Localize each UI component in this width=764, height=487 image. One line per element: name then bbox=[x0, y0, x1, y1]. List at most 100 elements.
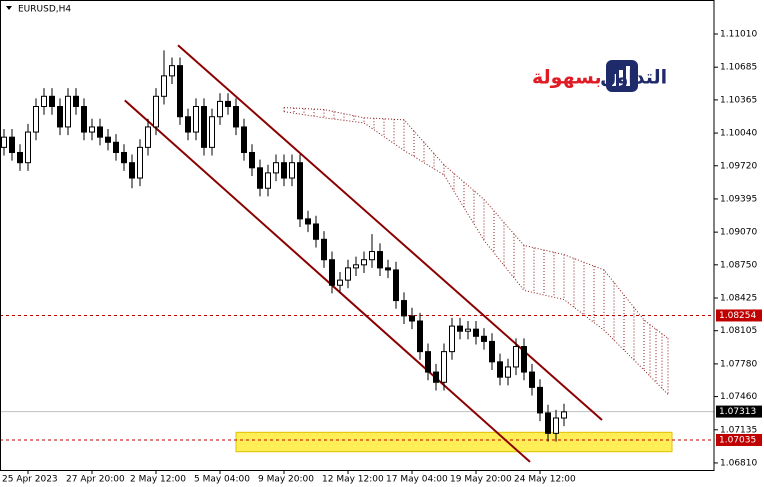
candle-body bbox=[393, 269, 399, 302]
candle-body bbox=[97, 126, 103, 138]
candle-body bbox=[489, 340, 495, 363]
y-tick-label: 1.10365 bbox=[720, 95, 757, 105]
candle-body bbox=[257, 167, 263, 189]
candle-body bbox=[17, 151, 23, 164]
candle-body bbox=[513, 346, 519, 368]
candle-body bbox=[537, 386, 543, 414]
candle-body bbox=[225, 100, 231, 108]
logo: التداول بسهولة bbox=[532, 60, 667, 92]
candle-body bbox=[113, 141, 119, 153]
candle-body bbox=[457, 325, 463, 332]
candle-body bbox=[57, 106, 63, 128]
candle-body bbox=[209, 116, 215, 148]
candle-body bbox=[345, 267, 351, 281]
price-label: 1.07035 bbox=[719, 435, 756, 445]
candle-body bbox=[177, 65, 183, 118]
x-tick-label: 5 May 04:00 bbox=[194, 475, 250, 485]
price-box bbox=[716, 309, 762, 322]
candle-body bbox=[497, 361, 503, 378]
candle-body bbox=[297, 162, 303, 220]
candle-body bbox=[417, 320, 423, 353]
candle-body bbox=[1, 136, 7, 148]
candle-body bbox=[465, 328, 471, 332]
candle-body bbox=[449, 325, 455, 353]
candle-body bbox=[41, 95, 47, 108]
candle-body bbox=[73, 95, 79, 108]
x-tick-label: 17 May 04:00 bbox=[386, 475, 448, 485]
y-tick-label: 1.06810 bbox=[720, 458, 757, 468]
price-label: 1.07313 bbox=[719, 407, 756, 417]
candle-body bbox=[441, 351, 447, 383]
candle-body bbox=[377, 251, 383, 269]
y-tick-label: 1.11010 bbox=[720, 30, 757, 40]
candle-body bbox=[105, 136, 111, 143]
candle-body bbox=[49, 95, 55, 108]
candle-body bbox=[401, 300, 407, 317]
x-tick-label: 12 May 12:00 bbox=[322, 475, 384, 485]
y-tick-label: 1.08750 bbox=[720, 260, 757, 270]
y-tick-label: 1.08425 bbox=[720, 294, 757, 304]
candle-body bbox=[281, 162, 287, 179]
candle-body bbox=[385, 267, 391, 271]
candle-body bbox=[561, 411, 567, 419]
x-tick-label: 25 Apr 2023 bbox=[2, 475, 58, 485]
price-label: 1.08254 bbox=[719, 311, 756, 321]
candle-body bbox=[33, 106, 39, 133]
candle-body bbox=[505, 366, 511, 378]
candle-body bbox=[473, 328, 479, 337]
y-tick-label: 1.09070 bbox=[720, 228, 757, 238]
logo-bar bbox=[626, 66, 630, 86]
x-tick-label: 2 May 12:00 bbox=[130, 475, 186, 485]
y-tick-label: 1.07460 bbox=[720, 392, 757, 402]
candle-body bbox=[545, 412, 551, 434]
logo-text: بسهولة bbox=[532, 67, 602, 89]
candle-body bbox=[321, 238, 327, 261]
candle-body bbox=[369, 251, 375, 261]
candle-body bbox=[265, 172, 271, 189]
candle-body bbox=[521, 346, 527, 373]
candle-body bbox=[193, 106, 199, 133]
y-tick-label: 1.08105 bbox=[720, 326, 757, 336]
x-tick-label: 27 Apr 20:00 bbox=[66, 475, 125, 485]
candle-body bbox=[329, 259, 335, 286]
x-tick-label: 19 May 20:00 bbox=[450, 475, 512, 485]
candle-body bbox=[249, 151, 255, 169]
candle-body bbox=[481, 335, 487, 342]
candle-body bbox=[185, 116, 191, 133]
price-box bbox=[716, 433, 762, 446]
candle-body bbox=[129, 162, 135, 179]
y-tick-label: 1.09395 bbox=[720, 194, 757, 204]
x-tick-label: 24 May 12:00 bbox=[514, 475, 576, 485]
candle-body bbox=[25, 131, 31, 164]
candle-body bbox=[233, 106, 239, 128]
channel-line bbox=[177, 44, 603, 421]
candle-body bbox=[553, 417, 559, 434]
candle-body bbox=[313, 223, 319, 240]
candle-body bbox=[9, 136, 15, 153]
candle-body bbox=[353, 264, 359, 269]
symbol-arrow bbox=[6, 6, 12, 10]
candle-body bbox=[81, 106, 87, 133]
logo-bar bbox=[612, 74, 616, 86]
y-tick-label: 1.10040 bbox=[720, 129, 757, 139]
y-tick-label: 1.07135 bbox=[720, 425, 757, 435]
cloud-upper bbox=[283, 107, 669, 339]
candle-body bbox=[65, 95, 71, 128]
cloud-lower bbox=[283, 111, 669, 395]
candle-body bbox=[289, 162, 295, 179]
x-tick-label: 9 May 20:00 bbox=[258, 475, 314, 485]
candle-body bbox=[145, 126, 151, 148]
candle-body bbox=[217, 100, 223, 118]
logo-text: التداول bbox=[600, 67, 667, 89]
candle-body bbox=[433, 371, 439, 383]
candle-body bbox=[201, 106, 207, 148]
candle-body bbox=[169, 65, 175, 77]
candle-body bbox=[529, 371, 535, 388]
candle-body bbox=[153, 95, 159, 128]
logo-bar bbox=[619, 70, 623, 86]
candle-body bbox=[409, 315, 415, 322]
candle-body bbox=[273, 162, 279, 174]
candle-body bbox=[161, 75, 167, 97]
